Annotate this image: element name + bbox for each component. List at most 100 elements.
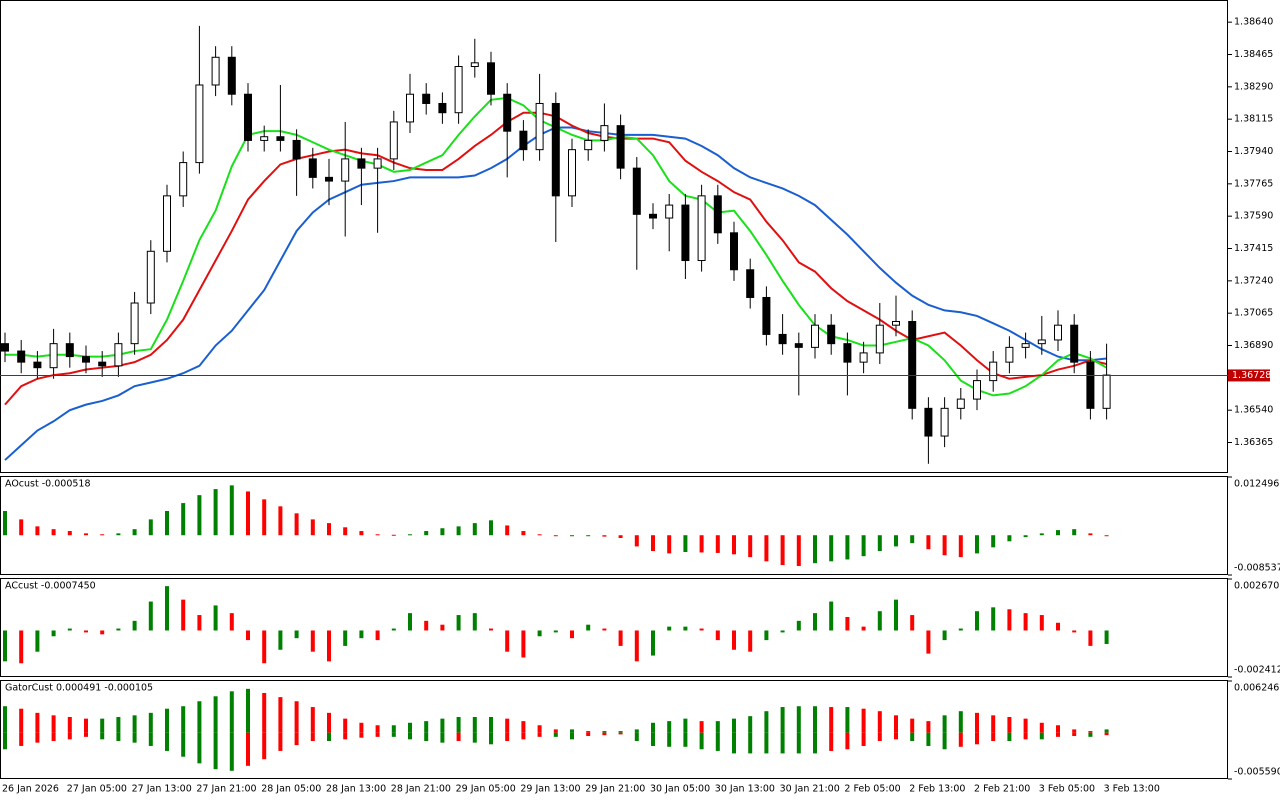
gator-bar [310, 707, 315, 733]
candle-body [179, 162, 188, 197]
histogram-bar [505, 525, 510, 536]
y-tick-label: 1.36890 [1234, 340, 1273, 351]
gator-bar [1056, 732, 1060, 737]
histogram-bar [861, 626, 866, 631]
histogram-bar [116, 533, 121, 536]
gator-bar [1072, 732, 1077, 737]
ac-frame [0, 578, 1228, 677]
histogram-bar [1023, 535, 1028, 538]
x-tick-label: 29 Jan 21:00 [585, 784, 645, 795]
gator-bar [343, 732, 348, 740]
histogram-bar [148, 601, 153, 631]
histogram-bar [894, 599, 898, 631]
histogram-bar [780, 630, 785, 633]
candle-body [292, 139, 301, 160]
gator-bar [116, 732, 121, 741]
candle-body [924, 407, 933, 437]
gator-bar [1007, 732, 1012, 741]
candle-body [827, 324, 836, 345]
histogram-bar [165, 586, 169, 631]
gator-bar [19, 708, 24, 733]
histogram-bar [375, 630, 380, 641]
gator-bar [521, 732, 526, 740]
gator-bar [100, 732, 105, 740]
panel-title: GatorCust 0.000491 -0.000105 [5, 683, 153, 694]
histogram-bar [132, 529, 137, 536]
gator-bar [84, 732, 88, 737]
gator-bar [602, 731, 607, 733]
gator-bar [51, 715, 56, 733]
histogram-bar [748, 535, 753, 558]
gator-bar [132, 732, 137, 743]
x-tick-label: 30 Jan 05:00 [650, 784, 710, 795]
histogram-bar [796, 620, 801, 631]
gator-bar [197, 732, 202, 764]
gator-bar [375, 732, 380, 737]
candle-body [989, 361, 998, 382]
candle-body [325, 176, 333, 182]
y-tick-label: 1.36365 [1234, 437, 1273, 448]
histogram-bar [424, 531, 429, 536]
x-tick-label: 27 Jan 05:00 [67, 784, 127, 795]
gator-bar [278, 732, 283, 751]
gator-bar [262, 692, 267, 733]
candle-body [487, 62, 495, 95]
histogram-bar [570, 535, 574, 537]
histogram-bar [845, 616, 850, 631]
ao-frame [0, 476, 1228, 575]
gator-bar [165, 708, 169, 733]
x-tick-label: 3 Feb 13:00 [1104, 784, 1160, 795]
x-tick-label: 29 Jan 05:00 [456, 784, 516, 795]
gator-bar [456, 732, 461, 741]
y-tick-label: 1.37765 [1234, 178, 1273, 189]
gator-bar [813, 732, 817, 754]
candle-body [681, 204, 690, 262]
histogram-bar [699, 535, 704, 553]
histogram-bar [246, 630, 250, 641]
histogram-bar [424, 620, 429, 631]
histogram-bar [586, 535, 591, 537]
gator-bar [829, 732, 834, 751]
candle-body [146, 250, 155, 304]
gator-bar [699, 732, 704, 750]
gator-bar [780, 732, 785, 754]
gator-bar [894, 732, 898, 740]
histogram-bar [19, 519, 24, 536]
gator-bar [748, 732, 753, 754]
gator-bar [408, 722, 412, 733]
histogram-bar [213, 605, 218, 631]
gator-bar [213, 732, 218, 770]
gator-bar [489, 716, 493, 733]
gator-bar [148, 732, 153, 746]
candle-body [163, 195, 171, 252]
gator-bar [310, 732, 315, 741]
gator-bar [278, 697, 283, 733]
histogram-bar [975, 611, 979, 631]
gator-bar [1072, 729, 1077, 733]
gator-bar [829, 707, 834, 733]
gator-bar [634, 732, 639, 741]
gator-bar [975, 732, 979, 745]
histogram-bar [796, 535, 801, 566]
histogram-bar [278, 506, 283, 536]
gator-bar [586, 731, 591, 733]
gator-bar [764, 732, 769, 754]
histogram-bar [116, 628, 121, 631]
histogram-bar [343, 527, 348, 536]
gator-bar [570, 732, 574, 740]
histogram-bar [813, 535, 817, 564]
gator-bar [213, 696, 218, 733]
histogram-bar [35, 630, 40, 652]
histogram-bar [602, 535, 607, 537]
gator-bar [262, 732, 267, 760]
histogram-bar [764, 630, 769, 641]
gator-bar [67, 716, 72, 733]
histogram-bar [1039, 533, 1044, 536]
histogram-bar [1023, 613, 1028, 631]
gator-bar [1023, 732, 1028, 740]
histogram-bar [764, 535, 769, 562]
gator-bar [35, 712, 40, 733]
candle-body [568, 149, 576, 197]
gator-bar [1039, 732, 1044, 740]
